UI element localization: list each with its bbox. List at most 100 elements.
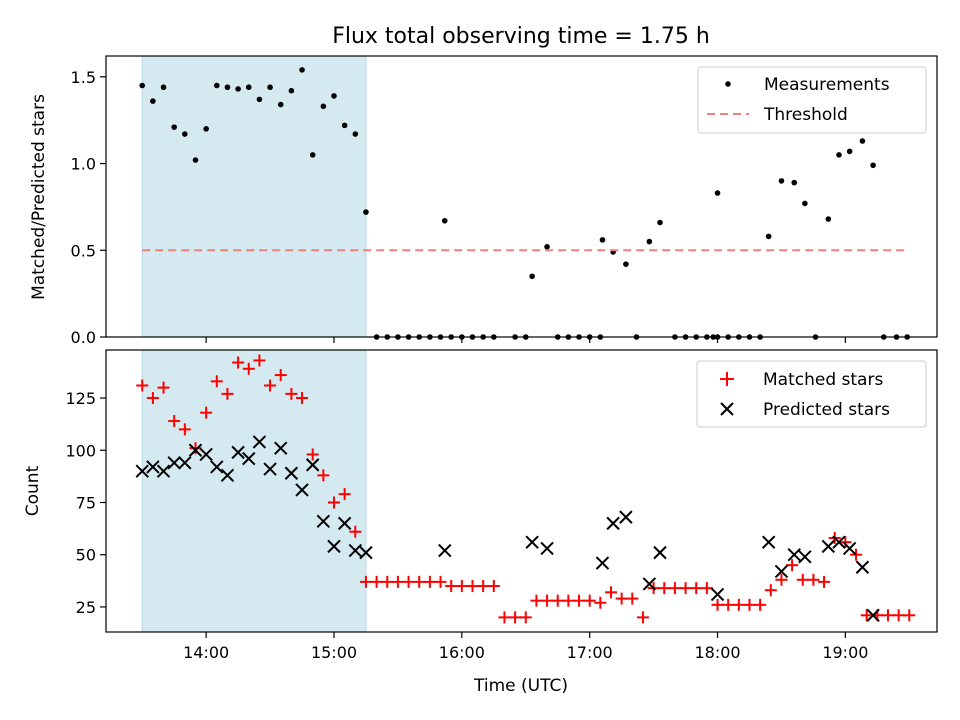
matched-star-point [487,580,500,593]
matched-star-point [381,575,394,588]
measurement-point [599,237,606,243]
predicted-star-point [348,543,363,558]
y-axis-label: Count [23,465,43,516]
y-tick-label: 25 [76,598,96,617]
plot-area [135,354,916,624]
y-axis-ticks: 25 50 75 100 125 [65,389,106,617]
measurement-point [825,216,832,222]
predicted-star-point [199,447,213,462]
x-tick-label: 14:00 [183,643,229,662]
matched-star-point [455,580,468,593]
matched-star-point [881,609,894,622]
measurement-point [802,200,808,207]
matched-star-point [711,598,724,611]
predicted-star-point [595,556,610,570]
matched-star-point [477,580,490,593]
matched-star-point [402,575,415,588]
measurement-point [441,217,448,224]
predicted-star-point [821,539,836,554]
matched-star-point [434,575,447,588]
predicted-star-point [263,462,277,476]
predicted-star-point [242,451,256,466]
matched-star-point [562,594,575,607]
predicted-star-point [337,516,352,531]
matched-star-point [306,448,319,461]
matched-star-point [232,356,245,369]
predicted-star-point [359,545,373,560]
matched-star-point [445,580,458,593]
predicted-star-point [327,539,341,554]
matched-star-point [583,594,596,607]
measurement-point [765,233,772,240]
matched-star-point [860,609,873,622]
predicted-star-point [188,443,203,457]
y-axis-label: Matched/Predicted stars [29,94,49,300]
legend-marker-predicted [720,402,734,416]
matched-star-point [317,469,330,482]
ratio-panel: Flux total observing time = 1.75 h 0.00.… [29,24,938,347]
matched-star-point [722,598,735,611]
matched-star-point [157,381,170,394]
predicted-star-point [855,560,870,574]
x-axis-label: Time (UTC) [473,676,568,696]
measurement-point [657,219,663,226]
legend-label-predicted: Predicted stars [763,400,890,420]
predicted-star-point [842,541,857,556]
matched-star-point [594,596,607,609]
predicted-star-point [606,516,620,531]
matched-star-point [615,592,628,605]
predicted-star-point [295,483,309,497]
matched-star-point [509,611,522,624]
matched-star-point [327,496,340,509]
legend: Matched stars Predicted stars [696,360,927,428]
matched-star-point [349,525,362,538]
matched-star-point [519,611,532,624]
measurement-point [288,87,295,94]
matched-star-point [189,442,202,455]
matched-star-point [391,575,404,588]
measurement-point [646,238,653,245]
measurement-point [544,244,550,250]
measurement-point [846,148,853,155]
chart-title: Flux total observing time = 1.75 h [332,24,710,49]
legend-marker-matched [720,372,734,386]
measurement-point [203,126,209,132]
predicted-star-point [146,460,160,474]
matched-star-point [264,379,277,392]
measurement-point [363,209,369,215]
matched-star-point [786,559,799,572]
matched-star-point [903,609,916,622]
matched-star-point [296,392,309,405]
matched-star-point [285,387,298,400]
matched-star-point [892,609,905,622]
plot-frame [105,55,938,338]
predicted-star-point [316,514,331,528]
matched-star-point [541,594,554,607]
measurement-point [139,82,146,89]
matched-star-point [796,573,809,586]
legend-marker-measurements [725,81,731,87]
matched-star-point [200,406,213,419]
x-tick-label: 15:00 [311,643,357,662]
measurement-point [235,86,241,92]
y-tick-label: 100 [65,441,96,460]
matched-star-point [743,598,756,611]
matched-star-point [136,379,149,392]
matched-star-point [658,582,671,595]
predicted-star-point [761,535,776,549]
measurement-point [341,122,348,129]
matched-star-point [168,415,181,428]
matched-star-point [818,575,831,588]
matched-star-point [850,548,863,561]
predicted-star-point [305,458,320,472]
matched-star-point [242,362,255,375]
matched-star-point [764,584,777,597]
y-tick-label: 50 [76,546,96,565]
predicted-star-point [252,435,267,449]
measurement-point [224,84,231,91]
predicted-star-point [167,456,181,470]
legend-box [696,360,927,428]
legend-label-measurements: Measurements [764,75,890,95]
matched-star-point [679,582,692,595]
matched-star-point [732,598,745,611]
